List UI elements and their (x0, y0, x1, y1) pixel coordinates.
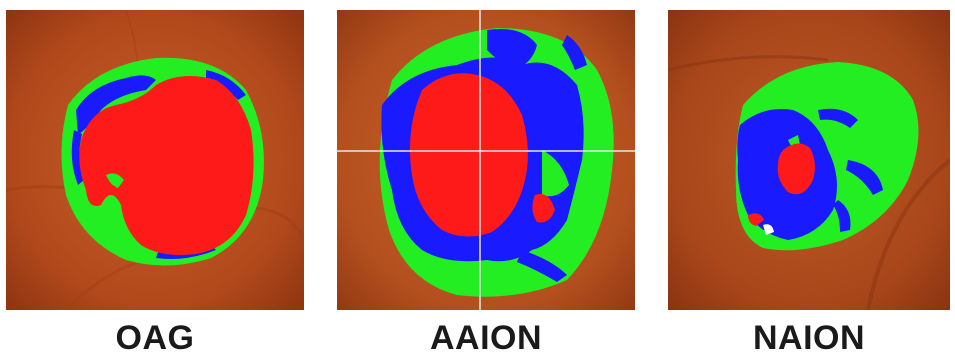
oag-rim-blue (76, 75, 156, 135)
oag-label: OAG (115, 319, 195, 357)
oag-segmentation-map (6, 10, 304, 310)
aaion-fundus-image (337, 10, 635, 310)
naion-fundus-image (668, 10, 950, 310)
naion-cup-red (777, 143, 815, 195)
oag-cup-red (79, 76, 254, 255)
oag-fundus-image (6, 10, 304, 310)
aaion-cup-red (409, 73, 528, 237)
naion-label: NAION (752, 319, 866, 357)
aaion-segmentation-map (337, 10, 635, 310)
aaion-label: AAION (429, 319, 543, 357)
naion-segmentation-map (668, 10, 950, 310)
